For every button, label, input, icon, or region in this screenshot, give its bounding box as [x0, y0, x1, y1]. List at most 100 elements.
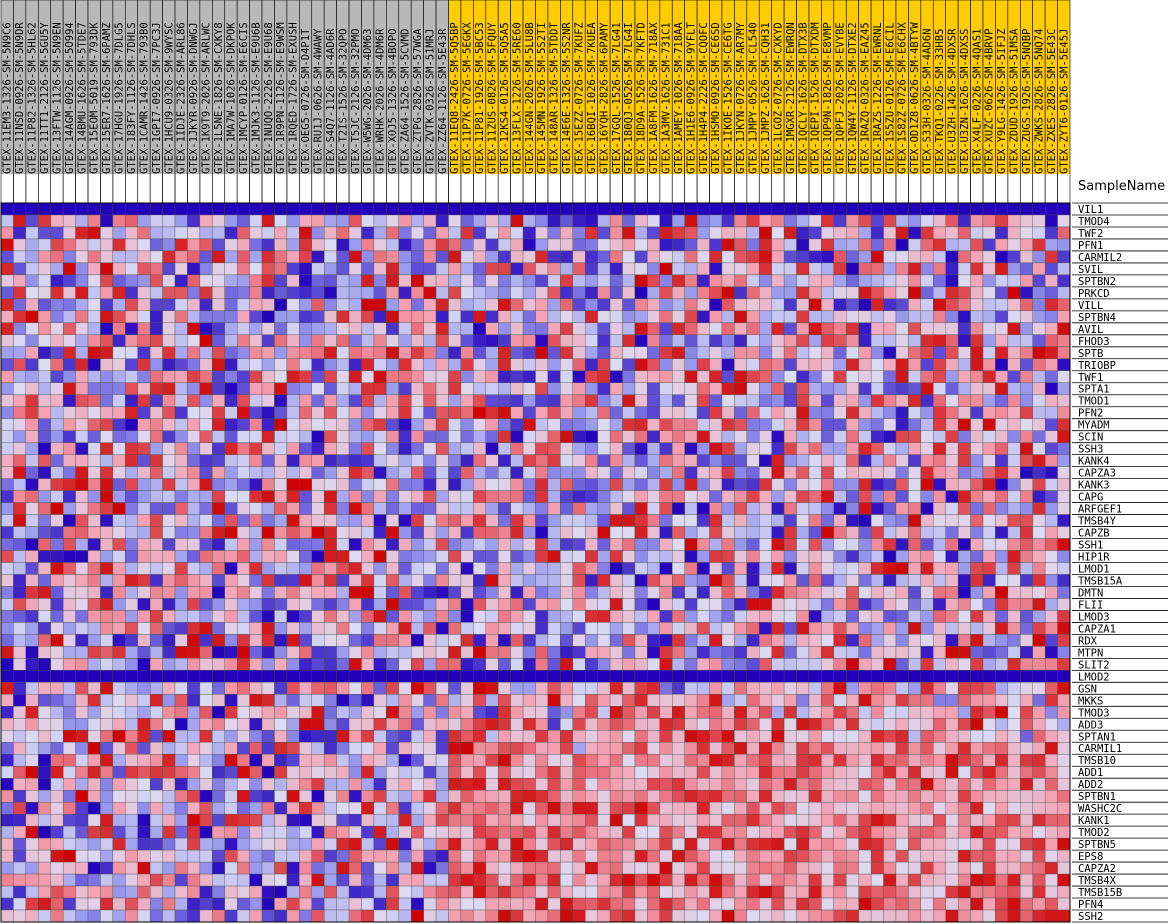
heatmap-cell — [162, 837, 176, 851]
heatmap-cell — [13, 298, 27, 312]
heatmap-cell — [1044, 730, 1058, 743]
heatmap-cell — [336, 598, 350, 611]
heatmap-cell — [435, 214, 449, 228]
heatmap-cell — [510, 310, 524, 324]
heatmap-cell — [622, 334, 636, 347]
heatmap-cell — [448, 370, 462, 383]
heatmap-cell — [684, 382, 698, 395]
heatmap-cell — [448, 754, 462, 767]
heatmap-cell — [672, 622, 685, 635]
heatmap-cell — [1044, 610, 1058, 623]
heatmap-cell — [87, 730, 101, 743]
heatmap-cell — [1032, 682, 1046, 695]
heatmap-cell — [460, 226, 474, 240]
heatmap-cell — [721, 622, 735, 635]
heatmap-cell — [50, 790, 64, 803]
heatmap-cell — [38, 490, 51, 503]
heatmap-cell — [846, 514, 859, 527]
heatmap-cell — [25, 550, 39, 563]
heatmap-cell — [299, 310, 312, 324]
heatmap-cell — [746, 670, 760, 683]
heatmap-cell — [597, 706, 611, 719]
heatmap-cell — [386, 849, 399, 863]
heatmap-cell — [498, 825, 511, 839]
heatmap-cell — [846, 466, 859, 479]
heatmap-cell — [883, 490, 897, 503]
heatmap-cell — [0, 538, 14, 551]
heatmap-cell — [796, 610, 810, 623]
heatmap-cell — [684, 442, 698, 455]
heatmap-cell — [435, 502, 449, 515]
heatmap-cell — [460, 310, 474, 324]
heatmap-cell — [908, 574, 922, 587]
heatmap-cell — [1007, 801, 1021, 815]
heatmap-cell — [659, 454, 673, 467]
heatmap-cell — [647, 670, 660, 683]
heatmap-cell — [398, 442, 412, 455]
heatmap-cell — [348, 610, 362, 623]
heatmap-cell — [597, 382, 611, 395]
heatmap-cell — [174, 442, 188, 455]
heatmap-cell — [659, 370, 673, 383]
heatmap-cell — [585, 634, 598, 647]
heatmap-cell — [473, 586, 486, 599]
heatmap-cell — [299, 382, 312, 395]
sample-group-bar — [1, 0, 14, 174]
sample-label: GTEX-15ER7-1626-SM-6PAMZ — [101, 22, 113, 174]
heatmap-cell — [473, 718, 486, 731]
heatmap-cell — [361, 382, 375, 395]
heatmap-cell — [659, 322, 673, 335]
heatmap-cell — [647, 766, 660, 779]
heatmap-cell — [448, 310, 462, 324]
heatmap-cell — [746, 742, 760, 755]
heatmap-cell — [324, 849, 337, 863]
heatmap-cell — [535, 418, 549, 431]
heatmap-cell — [62, 358, 76, 371]
heatmap-cell — [846, 730, 859, 743]
sample-group-bar — [112, 0, 126, 174]
heatmap-cell — [659, 202, 673, 216]
heatmap-cell — [684, 790, 698, 803]
heatmap-cell — [709, 730, 723, 743]
heatmap-cell — [448, 502, 462, 515]
heatmap-cell — [13, 658, 27, 671]
heatmap-cell — [647, 226, 660, 240]
heatmap-cell — [162, 214, 176, 228]
heatmap-cell — [920, 370, 934, 383]
heatmap-cell — [75, 202, 89, 216]
heatmap-cell — [0, 418, 14, 431]
heatmap-cell — [361, 598, 375, 611]
heatmap-cell — [1057, 562, 1071, 575]
heatmap-cell — [908, 298, 922, 312]
heatmap-cell — [771, 370, 785, 383]
heatmap-cell — [373, 250, 387, 264]
sample-label: GTEX-11P82-1326-SM-5HL62 — [27, 22, 39, 174]
heatmap-cell — [187, 370, 201, 383]
heatmap-cell — [970, 562, 984, 575]
heatmap-cell — [62, 214, 76, 228]
heatmap-cell — [572, 418, 586, 431]
heatmap-cell — [1032, 586, 1046, 599]
heatmap-cell — [149, 766, 163, 779]
heatmap-cell — [212, 514, 225, 527]
heatmap-cell — [398, 622, 412, 635]
heatmap-cell — [585, 346, 598, 359]
heatmap-cell — [25, 646, 39, 659]
heatmap-cell — [535, 586, 549, 599]
sample-group-bar — [920, 0, 934, 174]
heatmap-cell — [62, 490, 76, 503]
heatmap-cell — [473, 574, 486, 587]
heatmap-cell — [808, 370, 822, 383]
heatmap-cell — [386, 634, 399, 647]
heatmap-cell — [547, 466, 561, 479]
heatmap-cell — [634, 825, 648, 839]
heatmap-cell — [1044, 334, 1058, 347]
heatmap-cell — [721, 418, 735, 431]
heatmap-cell — [510, 502, 524, 515]
heatmap-cell — [846, 849, 859, 863]
heatmap-cell — [473, 670, 486, 683]
heatmap-cell — [236, 346, 250, 359]
heatmap-cell — [895, 370, 909, 383]
heatmap-cell — [821, 670, 835, 683]
heatmap-cell — [460, 849, 474, 863]
